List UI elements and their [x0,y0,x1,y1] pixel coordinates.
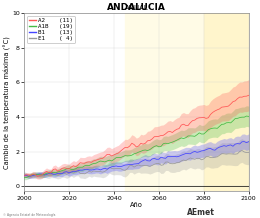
Bar [204,13,249,191]
Legend: A2    (11), A1B   (19), B1    (13), E1    ( 4): A2 (11), A1B (19), B1 (13), E1 ( 4) [27,16,75,43]
X-axis label: Año: Año [130,202,143,208]
Text: ANUAL: ANUAL [125,5,148,12]
Text: © Agencia Estatal de Meteorología: © Agencia Estatal de Meteorología [3,213,55,217]
Bar [125,13,204,191]
Title: ANDALUCIA: ANDALUCIA [107,3,166,12]
Y-axis label: Cambio de la temperatura máxima (°C): Cambio de la temperatura máxima (°C) [3,36,11,169]
Text: AEmet: AEmet [187,208,215,217]
